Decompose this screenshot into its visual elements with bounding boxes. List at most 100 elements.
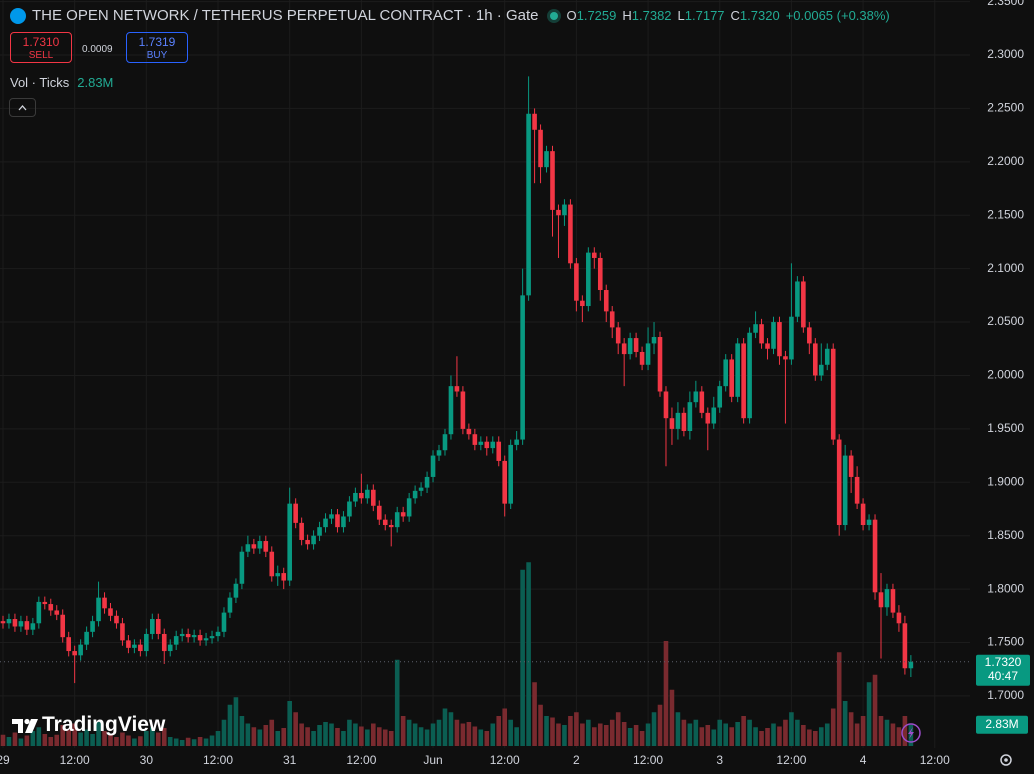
- logo[interactable]: TradingView: [12, 713, 165, 737]
- volume-bar: [281, 728, 287, 746]
- volume-bar: [191, 739, 197, 746]
- candle-body: [263, 541, 269, 552]
- volume-bar: [412, 723, 418, 746]
- volume-bar: [167, 737, 173, 746]
- spread: 0.0009: [82, 44, 113, 55]
- candle-body: [353, 492, 358, 502]
- candle-body: [323, 518, 328, 528]
- alert-icon[interactable]: [901, 723, 921, 743]
- candle-body: [645, 343, 651, 365]
- candle-body: [144, 633, 149, 652]
- candle-body: [550, 151, 555, 210]
- volume-bar: [657, 704, 663, 746]
- chart-title[interactable]: THE OPEN NETWORK / TETHERUS PERPETUAL CO…: [32, 7, 539, 24]
- candle-body: [48, 604, 54, 611]
- candle-body: [191, 635, 197, 638]
- volume-bar: [239, 716, 245, 746]
- candle-body: [759, 324, 764, 344]
- candle-body: [376, 505, 382, 520]
- candle-body: [251, 544, 257, 549]
- y-tick-label: 2.2500: [987, 101, 1024, 115]
- volume-bar: [365, 729, 370, 746]
- candle-body: [6, 619, 12, 624]
- candle-body: [496, 441, 502, 461]
- volume-bar: [287, 701, 292, 746]
- volume-bar: [150, 727, 155, 746]
- candle-body: [866, 519, 872, 526]
- candle-body: [132, 644, 137, 648]
- candle-body: [789, 316, 794, 360]
- candle-body: [138, 644, 143, 652]
- candle-body: [735, 343, 740, 397]
- volume-bar: [376, 727, 382, 746]
- volume-bar: [520, 569, 525, 746]
- candle-body: [502, 460, 508, 504]
- candle-body: [227, 597, 233, 613]
- candle-body: [311, 535, 316, 545]
- volume-bar: [854, 723, 860, 746]
- volume-bar: [203, 738, 209, 746]
- volume-bar: [120, 732, 125, 746]
- x-tick-label: 31: [283, 753, 297, 767]
- candle-body: [651, 337, 657, 344]
- volume-bar: [466, 722, 472, 746]
- candle-body: [269, 551, 275, 577]
- sell-button[interactable]: 1.7310 SELL: [10, 32, 72, 63]
- candle-body: [305, 539, 310, 545]
- candle-body: [621, 343, 627, 355]
- candle-body: [436, 450, 442, 456]
- volume-bar: [269, 719, 275, 746]
- volume-bar: [221, 719, 227, 746]
- volume-bar: [341, 731, 346, 746]
- candle-body: [400, 512, 406, 517]
- volume-bar: [627, 728, 633, 746]
- candle-body: [102, 597, 107, 609]
- candle-body: [185, 633, 191, 638]
- volume-bar: [609, 719, 615, 746]
- candle-body: [72, 651, 77, 656]
- volume-bar: [699, 727, 705, 746]
- ohlc-key: H: [622, 8, 632, 23]
- volume-bar: [347, 719, 352, 746]
- volume-bar: [84, 729, 89, 746]
- ohlc-item: H1.7382: [622, 8, 671, 23]
- settings-icon[interactable]: [1000, 754, 1012, 766]
- volume-bar: [60, 725, 66, 746]
- candle-body: [824, 348, 830, 365]
- volume-bar: [478, 729, 484, 746]
- volume-bar: [173, 738, 179, 746]
- volume-bar: [472, 726, 478, 746]
- candle-body: [592, 252, 597, 258]
- candle-body: [705, 412, 711, 424]
- volume-bar: [705, 725, 711, 746]
- candle-body: [842, 455, 848, 526]
- collapse-button[interactable]: [9, 98, 36, 117]
- candle-body: [687, 402, 693, 432]
- candle-body: [526, 113, 531, 296]
- volume-bar: [771, 723, 776, 746]
- volume-bar: [48, 737, 54, 746]
- volume-bar: [890, 723, 896, 746]
- volume-bar: [54, 734, 60, 746]
- volume-bar: [436, 719, 442, 746]
- volume-bar: [502, 708, 508, 746]
- volume-bar: [586, 719, 591, 746]
- candle-body: [753, 324, 758, 333]
- volume-bar: [532, 682, 537, 746]
- candle-body: [807, 327, 812, 344]
- volume-bar: [836, 652, 842, 746]
- candle-body: [783, 356, 788, 360]
- candle-body: [197, 635, 203, 641]
- ohlc-key: C: [730, 8, 740, 23]
- logo-text: TradingView: [42, 713, 166, 736]
- candle-body: [418, 487, 424, 491]
- candle-body: [508, 444, 513, 504]
- candle-body: [777, 322, 782, 357]
- ohlc-item: L1.7177: [678, 8, 725, 23]
- buy-button[interactable]: 1.7319 BUY: [126, 32, 188, 63]
- volume-bar: [675, 712, 681, 746]
- volume-tag: [976, 715, 1028, 734]
- volume-bar: [317, 725, 322, 746]
